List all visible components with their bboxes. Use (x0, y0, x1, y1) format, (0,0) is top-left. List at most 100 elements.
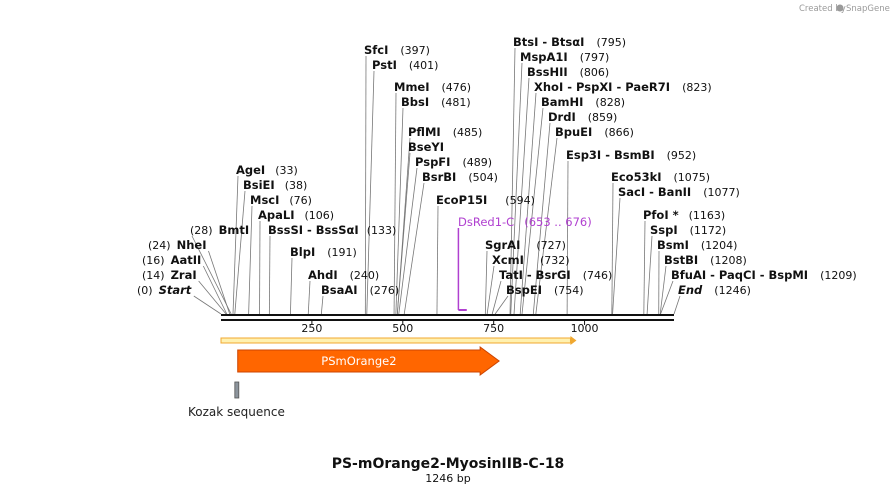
site-label-psti[interactable]: PstI (401) (372, 58, 438, 72)
cut-line-bamhi (521, 107, 544, 315)
cut-line-bsrbi (403, 182, 425, 315)
end-label: End (1246) (678, 283, 751, 297)
site-label-btsi[interactable]: BtsI - BtsαI (795) (513, 35, 626, 49)
cut-line-saci (612, 197, 621, 315)
site-label-bbsi[interactable]: BbsI (481) (401, 95, 471, 109)
site-label-bpuei[interactable]: BpuEI (866) (555, 125, 634, 139)
cut-line-bsssi (268, 235, 271, 315)
cut-line-drdi (532, 122, 551, 315)
cut-line-psti (366, 70, 375, 315)
cut-line-bseyi (396, 152, 411, 315)
site-label-zrai[interactable]: (14) ZraI (142, 268, 197, 282)
cut-line-xcmi (486, 265, 495, 315)
start-label (193, 295, 222, 315)
site-label-agei[interactable]: AgeI (33) (236, 163, 298, 177)
site-label-apali[interactable]: ApaLI (106) (258, 208, 334, 222)
site-label-bsaai[interactable]: BsaAI (276) (321, 283, 399, 297)
cut-line-eco53ki (611, 182, 614, 315)
cut-line-pspfi (398, 167, 418, 315)
cut-line-zrai (198, 280, 227, 315)
cut-site-leaders (191, 47, 681, 315)
cut-line-bsshii (513, 77, 530, 315)
site-label-bsmi[interactable]: BsmI (1204) (657, 238, 737, 252)
cut-line-xhoi (519, 92, 537, 315)
snapgene-name: SnapGene (846, 4, 890, 14)
cut-line-mmei (393, 92, 397, 315)
site-label-bsshii[interactable]: BssHII (806) (527, 65, 609, 79)
site-label-saci[interactable]: SacI - BanII (1077) (618, 185, 740, 199)
feature-psmorange2[interactable]: PSmOrange2 (237, 346, 500, 376)
ruler-tick-label-500: 500 (392, 322, 413, 335)
kozak-label: Kozak sequence (188, 405, 285, 419)
site-label-xcmi[interactable]: XcmI (732) (492, 253, 570, 267)
end-label (673, 295, 681, 315)
orf-arrowhead (570, 336, 577, 345)
site-label-bmti[interactable]: (28) BmtI (190, 223, 249, 237)
cut-line-bmti (191, 235, 232, 315)
site-label-bsssi[interactable]: BssSI - BssSαI (133) (268, 223, 396, 237)
cut-line-aatii (202, 265, 228, 315)
site-label-bspei[interactable]: BspEI (754) (506, 283, 584, 297)
start-label: (0) Start (137, 283, 192, 297)
site-label-mmei[interactable]: MmeI (476) (394, 80, 471, 94)
site-label-bamhi[interactable]: BamHI (828) (541, 95, 625, 109)
cut-line-ecop15i (436, 205, 439, 315)
primer-dsred1-c[interactable]: DsRed1-C (653 .. 676) (457, 215, 592, 311)
site-label-xhoi[interactable]: XhoI - PspXI - PaeR7I (823) (534, 80, 712, 94)
cut-line-bsiei (234, 190, 246, 315)
primer-label: DsRed1-C (653 .. 676) (458, 215, 592, 229)
cut-line-bstbi (659, 265, 667, 315)
cut-line-tati (491, 280, 502, 315)
cut-line-bbsi (395, 107, 404, 315)
ruler-tick-label-750: 750 (483, 322, 504, 335)
kozak-box (234, 381, 240, 399)
cut-line-btsi (509, 47, 516, 315)
ruler: 250 500 750 1000 (301, 320, 599, 335)
site-label-pflmi[interactable]: PflMI (485) (408, 125, 482, 139)
feature-kozak[interactable]: Kozak sequence (188, 381, 285, 419)
site-label-pspfi[interactable]: PspFI (489) (415, 155, 492, 169)
cut-line-nhei (208, 250, 231, 315)
cut-line-sfci (364, 55, 367, 315)
cut-line-mspa1i (510, 62, 523, 315)
site-label-bseyi[interactable]: BseYI (408, 140, 444, 154)
site-label-drdi[interactable]: DrdI (859) (548, 110, 617, 124)
site-label-bsiei[interactable]: BsiEI (38) (243, 178, 307, 192)
site-label-msci[interactable]: MscI (76) (250, 193, 312, 207)
snapgene-branding: Created by SnapGene (799, 4, 890, 14)
cut-line-ahdi (307, 280, 311, 315)
psmorange2-arrow (237, 346, 500, 376)
ruler-tick-label-250: 250 (301, 322, 322, 335)
cut-line-bspei (494, 295, 509, 315)
site-label-bsrbi[interactable]: BsrBI (504) (422, 170, 498, 184)
site-label-mspa1i[interactable]: MspA1I (797) (520, 50, 609, 64)
site-label-pfoi[interactable]: PfoI * (1163) (643, 208, 725, 222)
site-label-bfuai[interactable]: BfuAI - PaqCI - BspMI (1209) (671, 268, 857, 282)
site-label-sfci[interactable]: SfcI (397) (364, 43, 430, 57)
cut-site-labels: (28) BmtI (24) NheI (16) AatII (14) ZraI (0)… (137, 35, 857, 297)
cut-line-sspi (646, 235, 653, 315)
site-label-ecop15i[interactable]: EcoP15I (594) (436, 193, 535, 207)
map-length: 1246 bp (425, 472, 470, 485)
orf-arrow[interactable] (220, 336, 577, 345)
ruler-tick-label-1000: 1000 (571, 322, 599, 335)
site-label-sgrai[interactable]: SgrAI (727) (485, 238, 566, 252)
site-label-aatii[interactable]: (16) AatII (142, 253, 201, 267)
cut-line-bfuai (660, 280, 674, 315)
site-label-nhei[interactable]: (24) NheI (148, 238, 206, 252)
site-label-ahdi[interactable]: AhdI (240) (308, 268, 379, 282)
psmorange2-label: PSmOrange2 (321, 354, 396, 368)
site-label-tati[interactable]: TatI - BsrGI (746) (499, 268, 612, 282)
site-label-esp3i[interactable]: Esp3I - BsmBI (952) (566, 148, 696, 162)
site-label-bstbi[interactable]: BstBI (1208) (664, 253, 747, 267)
cut-line-pfoi (643, 220, 646, 315)
site-label-eco53ki[interactable]: Eco53kI (1075) (611, 170, 710, 184)
site-label-blpi[interactable]: BlpI (191) (290, 245, 357, 259)
cut-line-bpuei (535, 137, 558, 315)
orf-body (220, 337, 571, 344)
snapgene-logo-icon (836, 4, 844, 12)
cut-line-bsaai (320, 295, 324, 315)
site-label-sspi[interactable]: SspI (1172) (650, 223, 726, 237)
cut-line-sgrai (484, 250, 488, 315)
